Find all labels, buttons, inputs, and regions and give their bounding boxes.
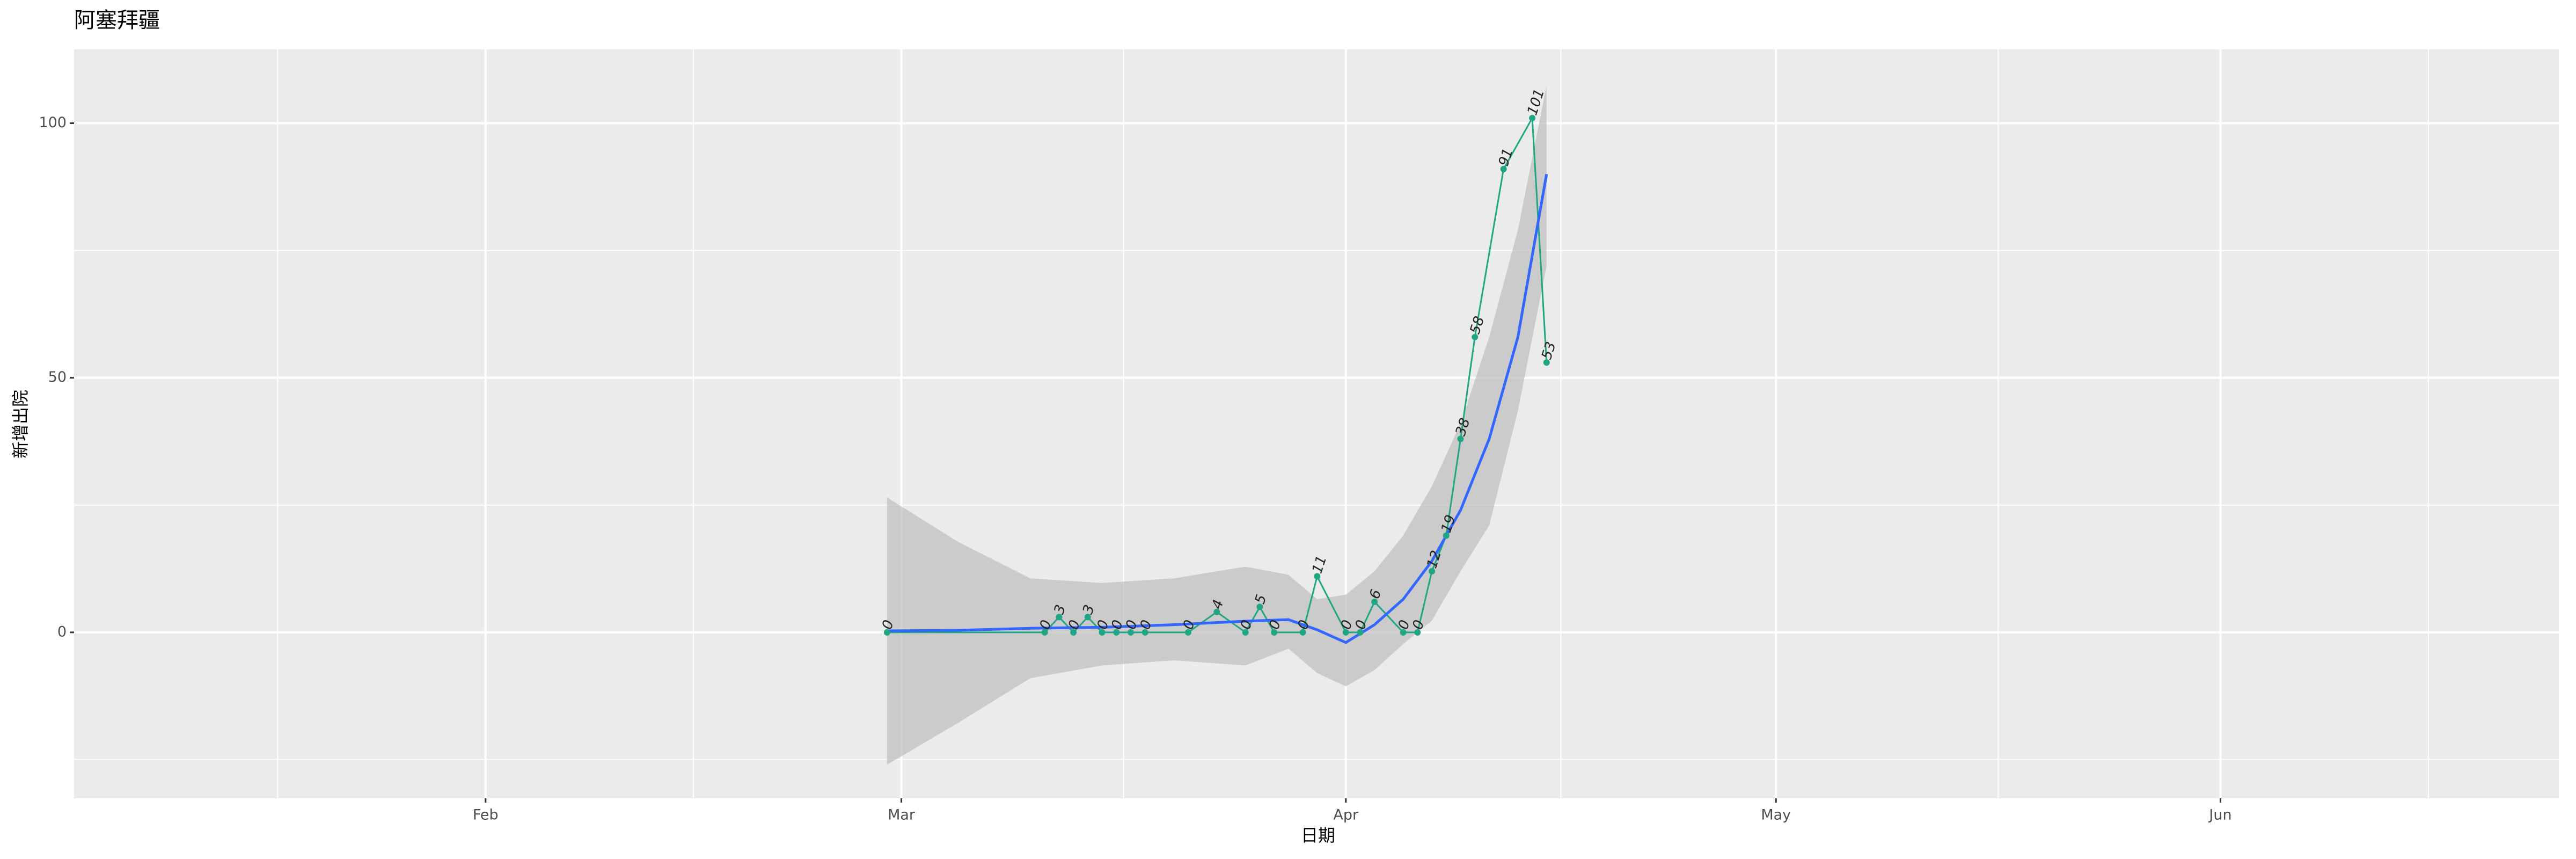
y-tick-label: 50 <box>48 369 67 385</box>
point <box>1184 629 1191 636</box>
point <box>1543 359 1550 366</box>
point <box>883 629 890 636</box>
x-tick-label: Feb <box>473 807 499 824</box>
point <box>1213 608 1220 615</box>
point <box>1342 629 1349 636</box>
point <box>1443 532 1450 539</box>
y-axis-label: 新增出院 <box>10 390 31 458</box>
point <box>1299 629 1306 636</box>
point <box>1113 629 1120 636</box>
point <box>1371 598 1378 605</box>
point <box>1414 629 1421 636</box>
x-tick-label: Apr <box>1333 807 1359 824</box>
point <box>1084 614 1091 621</box>
point <box>1314 573 1321 580</box>
point <box>1041 629 1048 636</box>
point <box>1242 629 1249 636</box>
data-line <box>887 115 1548 634</box>
panel <box>74 49 2559 798</box>
point <box>1128 629 1135 636</box>
chart-title: 阿塞拜疆 <box>74 8 160 33</box>
point <box>1500 165 1507 172</box>
confidence-band <box>887 85 1547 765</box>
y-tick-label: 100 <box>39 114 67 131</box>
point <box>1141 629 1148 636</box>
point <box>1099 629 1106 636</box>
x-tick-label: May <box>1761 807 1791 824</box>
point <box>1400 629 1407 636</box>
smooth-line <box>887 173 1548 644</box>
x-tick-label: Mar <box>888 807 916 824</box>
x-axis-label: 日期 <box>1301 825 1335 846</box>
point <box>1357 629 1364 636</box>
point <box>1271 629 1278 636</box>
point <box>1070 629 1077 636</box>
point <box>1056 614 1063 621</box>
point <box>1457 435 1464 442</box>
x-tick-label: Jun <box>2208 807 2231 824</box>
point <box>1529 115 1536 122</box>
point <box>1256 603 1263 610</box>
point <box>1429 568 1436 575</box>
y-tick-label: 0 <box>57 623 67 640</box>
point <box>1472 333 1479 340</box>
